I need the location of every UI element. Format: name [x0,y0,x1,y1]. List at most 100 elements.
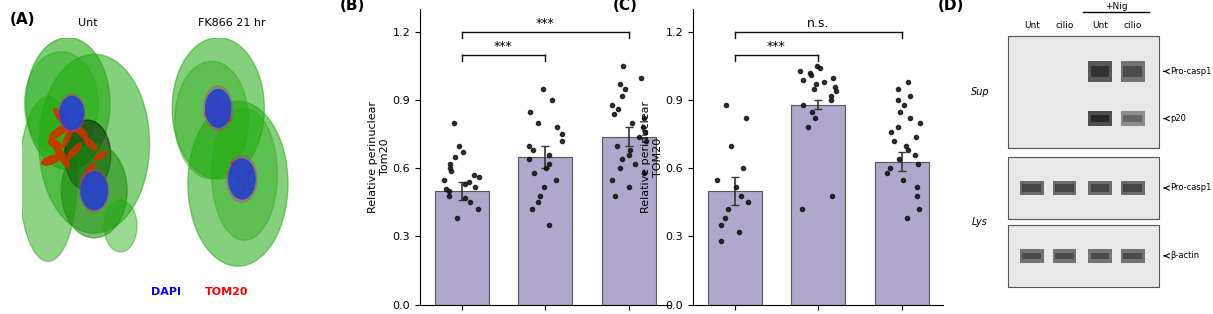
Bar [1090,184,1109,192]
Ellipse shape [19,97,78,261]
Point [465,173,484,178]
Bar [1121,61,1145,82]
Point [900,93,919,98]
Point [536,166,556,171]
Bar [1088,181,1111,195]
Text: TOM20: TOM20 [205,287,247,297]
Y-axis label: Relative perinuclear
Tom20: Relative perinuclear Tom20 [368,101,389,213]
Point [896,143,916,148]
Point [547,125,566,130]
Point [821,93,841,98]
Bar [1090,252,1109,259]
Ellipse shape [241,168,252,180]
Text: cilio: cilio [1055,21,1074,30]
Ellipse shape [62,144,127,238]
Point [608,143,627,148]
Point [625,161,644,166]
Point [822,193,842,198]
Point [711,239,730,244]
Ellipse shape [81,172,108,210]
Point [448,216,467,221]
Bar [434,191,489,305]
Ellipse shape [172,38,264,179]
Point [910,121,929,126]
Point [634,116,654,121]
Point [722,143,741,148]
Bar [1053,249,1076,263]
Point [825,84,844,89]
Ellipse shape [25,38,110,170]
Text: Sup: Sup [970,87,990,97]
Text: (B): (B) [340,0,365,13]
Bar [1090,115,1109,122]
Y-axis label: Relative perinuclear
TOM20: Relative perinuclear TOM20 [642,101,662,213]
Point [634,171,654,176]
Point [909,161,928,166]
Bar [1088,249,1111,263]
Ellipse shape [92,175,104,192]
Point [719,207,739,212]
Bar [1088,111,1111,126]
Point [528,200,547,205]
Text: ***: *** [767,40,786,52]
Text: DAPI: DAPI [150,287,181,297]
Point [461,200,480,205]
Ellipse shape [53,143,69,168]
Ellipse shape [95,151,107,160]
Point [798,125,818,130]
Point [881,166,900,171]
Point [546,177,565,182]
Point [898,216,917,221]
Ellipse shape [188,101,287,266]
Point [519,157,539,162]
Point [442,168,461,173]
Point [452,150,472,155]
Text: Pro-casp1: Pro-casp1 [1171,183,1212,192]
Bar [791,105,845,305]
Point [621,148,640,153]
Point [808,64,827,69]
Bar [1055,184,1074,192]
Point [610,166,630,171]
Bar [1121,249,1145,263]
Point [901,116,921,121]
Bar [875,161,929,305]
Point [542,98,562,103]
Ellipse shape [41,155,59,165]
Point [445,154,465,160]
Point [810,66,830,71]
Ellipse shape [205,109,216,117]
Ellipse shape [53,109,74,132]
Point [613,157,632,162]
Point [540,223,559,228]
Point [552,138,571,143]
Point [877,171,896,176]
Point [631,75,650,80]
Bar [1123,184,1143,192]
Point [608,107,627,112]
Point [888,86,907,91]
Point [637,138,656,143]
Point [456,182,475,187]
Ellipse shape [218,104,229,113]
Text: (A): (A) [10,12,35,27]
Point [894,102,913,107]
Point [805,116,825,121]
Point [801,73,820,78]
Bar [1121,111,1145,126]
Point [630,134,649,139]
Ellipse shape [222,110,230,121]
Point [439,188,459,193]
Point [434,177,454,182]
Point [440,166,460,171]
Bar [1123,115,1143,122]
Ellipse shape [50,125,68,139]
Point [734,166,753,171]
Text: Unt: Unt [1092,21,1107,30]
Point [884,138,904,143]
Point [792,207,811,212]
Point [468,207,488,212]
Point [460,180,479,185]
Point [907,184,927,189]
Ellipse shape [204,86,233,131]
